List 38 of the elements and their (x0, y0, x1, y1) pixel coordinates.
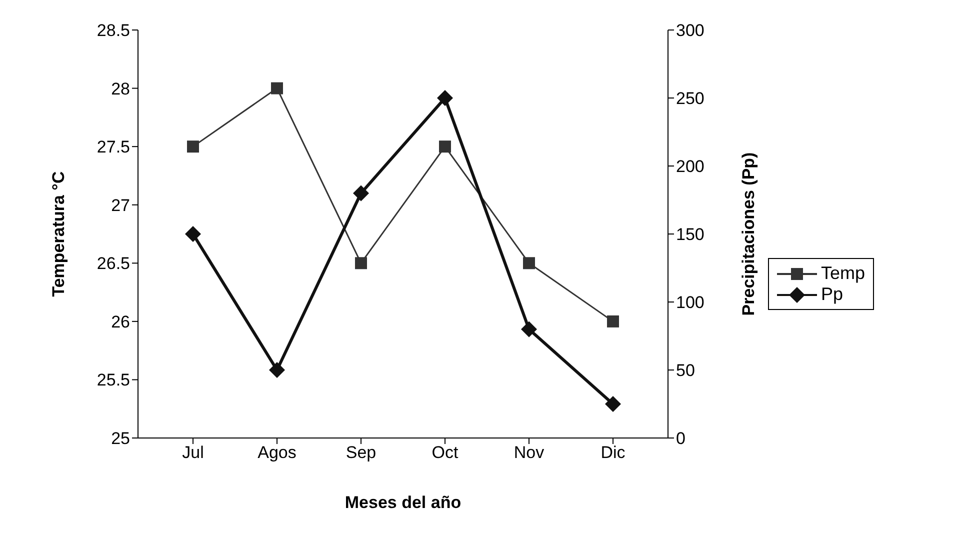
x-tick-label: Agos (258, 443, 296, 462)
x-tick-label: Jul (182, 443, 204, 462)
y2-tick-label: 0 (676, 429, 686, 448)
legend-label: Temp (821, 263, 866, 284)
y-tick-label: 27.5 (96, 138, 130, 157)
x-tick-label: Nov (514, 443, 545, 462)
point (607, 315, 619, 328)
y-tick-label: 26 (111, 312, 130, 332)
y-tick-label: 25.5 (96, 370, 130, 390)
point (523, 257, 535, 270)
y2-tick-label: 50 (676, 361, 695, 380)
y2-axis-title: Precipitaciones (Pp) (739, 152, 758, 316)
y-tick-label: 28 (111, 79, 130, 98)
point (437, 90, 453, 106)
y2-tick-label: 150 (676, 225, 704, 244)
y-tick-label: 27 (111, 196, 130, 215)
x-tick-label: Dic (600, 443, 626, 462)
x-tick-label: Sep (346, 443, 376, 462)
point (521, 321, 537, 338)
y-tick-label: 28.5 (96, 21, 130, 40)
point (185, 226, 201, 242)
y2-tick-label: 300 (676, 21, 704, 40)
point (187, 140, 199, 153)
x-axis-title: Meses del año (344, 493, 462, 512)
point (355, 257, 367, 270)
y-axis-title: Temperatura °C (49, 171, 68, 297)
point (271, 82, 283, 94)
point (353, 185, 369, 202)
point (269, 362, 285, 378)
point (439, 140, 451, 153)
point (605, 396, 621, 412)
y2-tick-label: 100 (676, 293, 704, 312)
y2-tick-label: 200 (676, 157, 704, 176)
y-tick-label: 26.5 (96, 254, 130, 274)
y2-tick-label: 250 (676, 89, 704, 108)
y-tick-label: 25 (111, 429, 130, 448)
x-tick-label: Oct (432, 443, 458, 462)
legend-label: Pp (821, 284, 844, 305)
